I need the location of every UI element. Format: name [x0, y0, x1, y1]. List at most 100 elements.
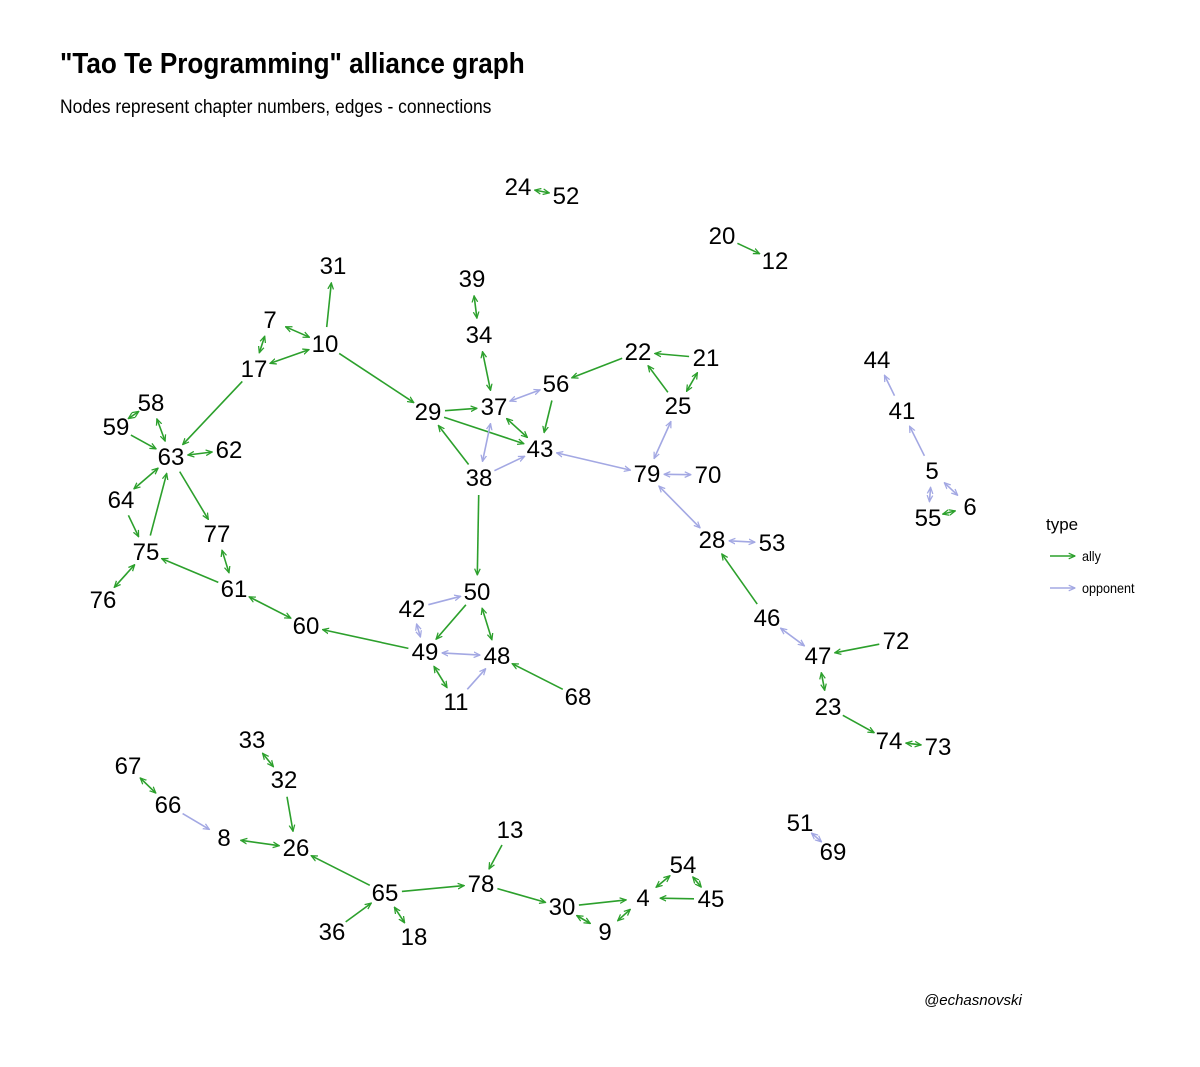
edge-63-77 — [179, 471, 209, 520]
node-76: 76 — [90, 587, 117, 614]
node-43: 43 — [527, 436, 554, 463]
edge-43-79 — [557, 453, 631, 470]
node-63: 63 — [158, 444, 185, 471]
edge-10-17 — [270, 350, 309, 364]
edge-75-63 — [149, 473, 166, 536]
node-73: 73 — [925, 734, 952, 761]
edge-30-4 — [578, 900, 626, 906]
chart-subtitle: Nodes represent chapter numbers, edges -… — [60, 97, 492, 118]
edge-41-44 — [883, 375, 896, 397]
edge-38-29 — [438, 426, 470, 465]
node-49: 49 — [412, 639, 439, 666]
edge-28-53 — [729, 541, 755, 542]
edge-7-10 — [286, 326, 310, 338]
node-25: 25 — [665, 393, 692, 420]
node-29: 29 — [415, 399, 442, 426]
node-13: 13 — [497, 817, 524, 844]
node-65: 65 — [372, 880, 399, 907]
edge-64-75 — [127, 514, 140, 536]
node-58: 58 — [138, 390, 165, 417]
edge-45-4 — [660, 898, 695, 899]
node-75: 75 — [133, 539, 160, 566]
node-30: 30 — [549, 894, 576, 921]
edge-30-9 — [577, 916, 591, 924]
node-55: 55 — [915, 505, 942, 532]
node-50: 50 — [464, 579, 491, 606]
node-59: 59 — [103, 414, 130, 441]
node-31: 31 — [320, 253, 347, 280]
node-79: 79 — [634, 461, 661, 488]
edge-4-54 — [656, 876, 670, 887]
edge-13-78 — [489, 844, 503, 869]
edge-21-25 — [687, 373, 698, 392]
edge-49-60 — [323, 630, 409, 650]
edge-39-34 — [474, 296, 477, 318]
node-38: 38 — [466, 465, 493, 492]
node-20: 20 — [709, 223, 736, 250]
edge-78-30 — [497, 887, 545, 903]
node-5: 5 — [925, 458, 938, 485]
edge-58-63 — [157, 419, 165, 441]
node-28: 28 — [699, 527, 726, 554]
node-17: 17 — [241, 356, 268, 383]
edge-67-66 — [140, 778, 156, 793]
node-78: 78 — [468, 871, 495, 898]
legend-label-opponent: opponent — [1082, 580, 1135, 596]
edge-25-22 — [648, 366, 669, 393]
node-34: 34 — [466, 322, 493, 349]
node-54: 54 — [670, 852, 697, 879]
node-12: 12 — [762, 248, 789, 275]
edge-50-49 — [436, 604, 467, 639]
edge-66-8 — [182, 812, 210, 830]
edge-24-52 — [535, 190, 550, 193]
edge-38-37 — [483, 424, 491, 462]
node-61: 61 — [221, 576, 248, 603]
edge-8-26 — [241, 840, 279, 845]
node-74: 74 — [876, 728, 903, 755]
edge-61-60 — [249, 596, 291, 619]
edge-10-31 — [325, 283, 332, 328]
edge-61-75 — [162, 559, 219, 584]
edge-75-76 — [114, 565, 134, 588]
node-9: 9 — [598, 919, 611, 946]
edge-32-26 — [286, 796, 293, 832]
edge-38-43 — [494, 455, 524, 472]
edge-72-47 — [835, 643, 880, 653]
edge-65-26 — [311, 854, 371, 887]
edge-25-79 — [653, 422, 672, 459]
node-68: 68 — [565, 684, 592, 711]
node-39: 39 — [459, 266, 486, 293]
node-72: 72 — [883, 628, 910, 655]
edge-77-61 — [222, 550, 229, 573]
author-caption: @echasnovski — [924, 992, 1022, 1009]
node-10: 10 — [312, 331, 339, 358]
node-70: 70 — [695, 462, 722, 489]
node-8: 8 — [217, 825, 230, 852]
edge-63-62 — [188, 452, 212, 455]
edge-33-32 — [263, 753, 274, 766]
node-11: 11 — [444, 689, 469, 716]
node-56: 56 — [543, 371, 570, 398]
node-41: 41 — [889, 398, 916, 425]
edge-20-12 — [737, 242, 759, 255]
node-45: 45 — [698, 886, 725, 913]
edge-36-65 — [345, 903, 372, 923]
node-67: 67 — [115, 753, 142, 780]
edge-58-59 — [128, 411, 139, 418]
edge-22-56 — [572, 357, 623, 378]
node-51: 51 — [787, 810, 814, 837]
node-21: 21 — [693, 345, 720, 372]
legend-label-ally: ally — [1082, 548, 1101, 564]
node-44: 44 — [864, 347, 891, 374]
edge-46-28 — [722, 554, 758, 605]
node-53: 53 — [759, 530, 786, 557]
edge-65-18 — [394, 907, 404, 923]
node-22: 22 — [625, 339, 652, 366]
node-47: 47 — [805, 643, 832, 670]
node-62: 62 — [216, 437, 243, 464]
node-60: 60 — [293, 613, 320, 640]
node-77: 77 — [204, 521, 231, 548]
edge-11-48 — [466, 669, 485, 690]
